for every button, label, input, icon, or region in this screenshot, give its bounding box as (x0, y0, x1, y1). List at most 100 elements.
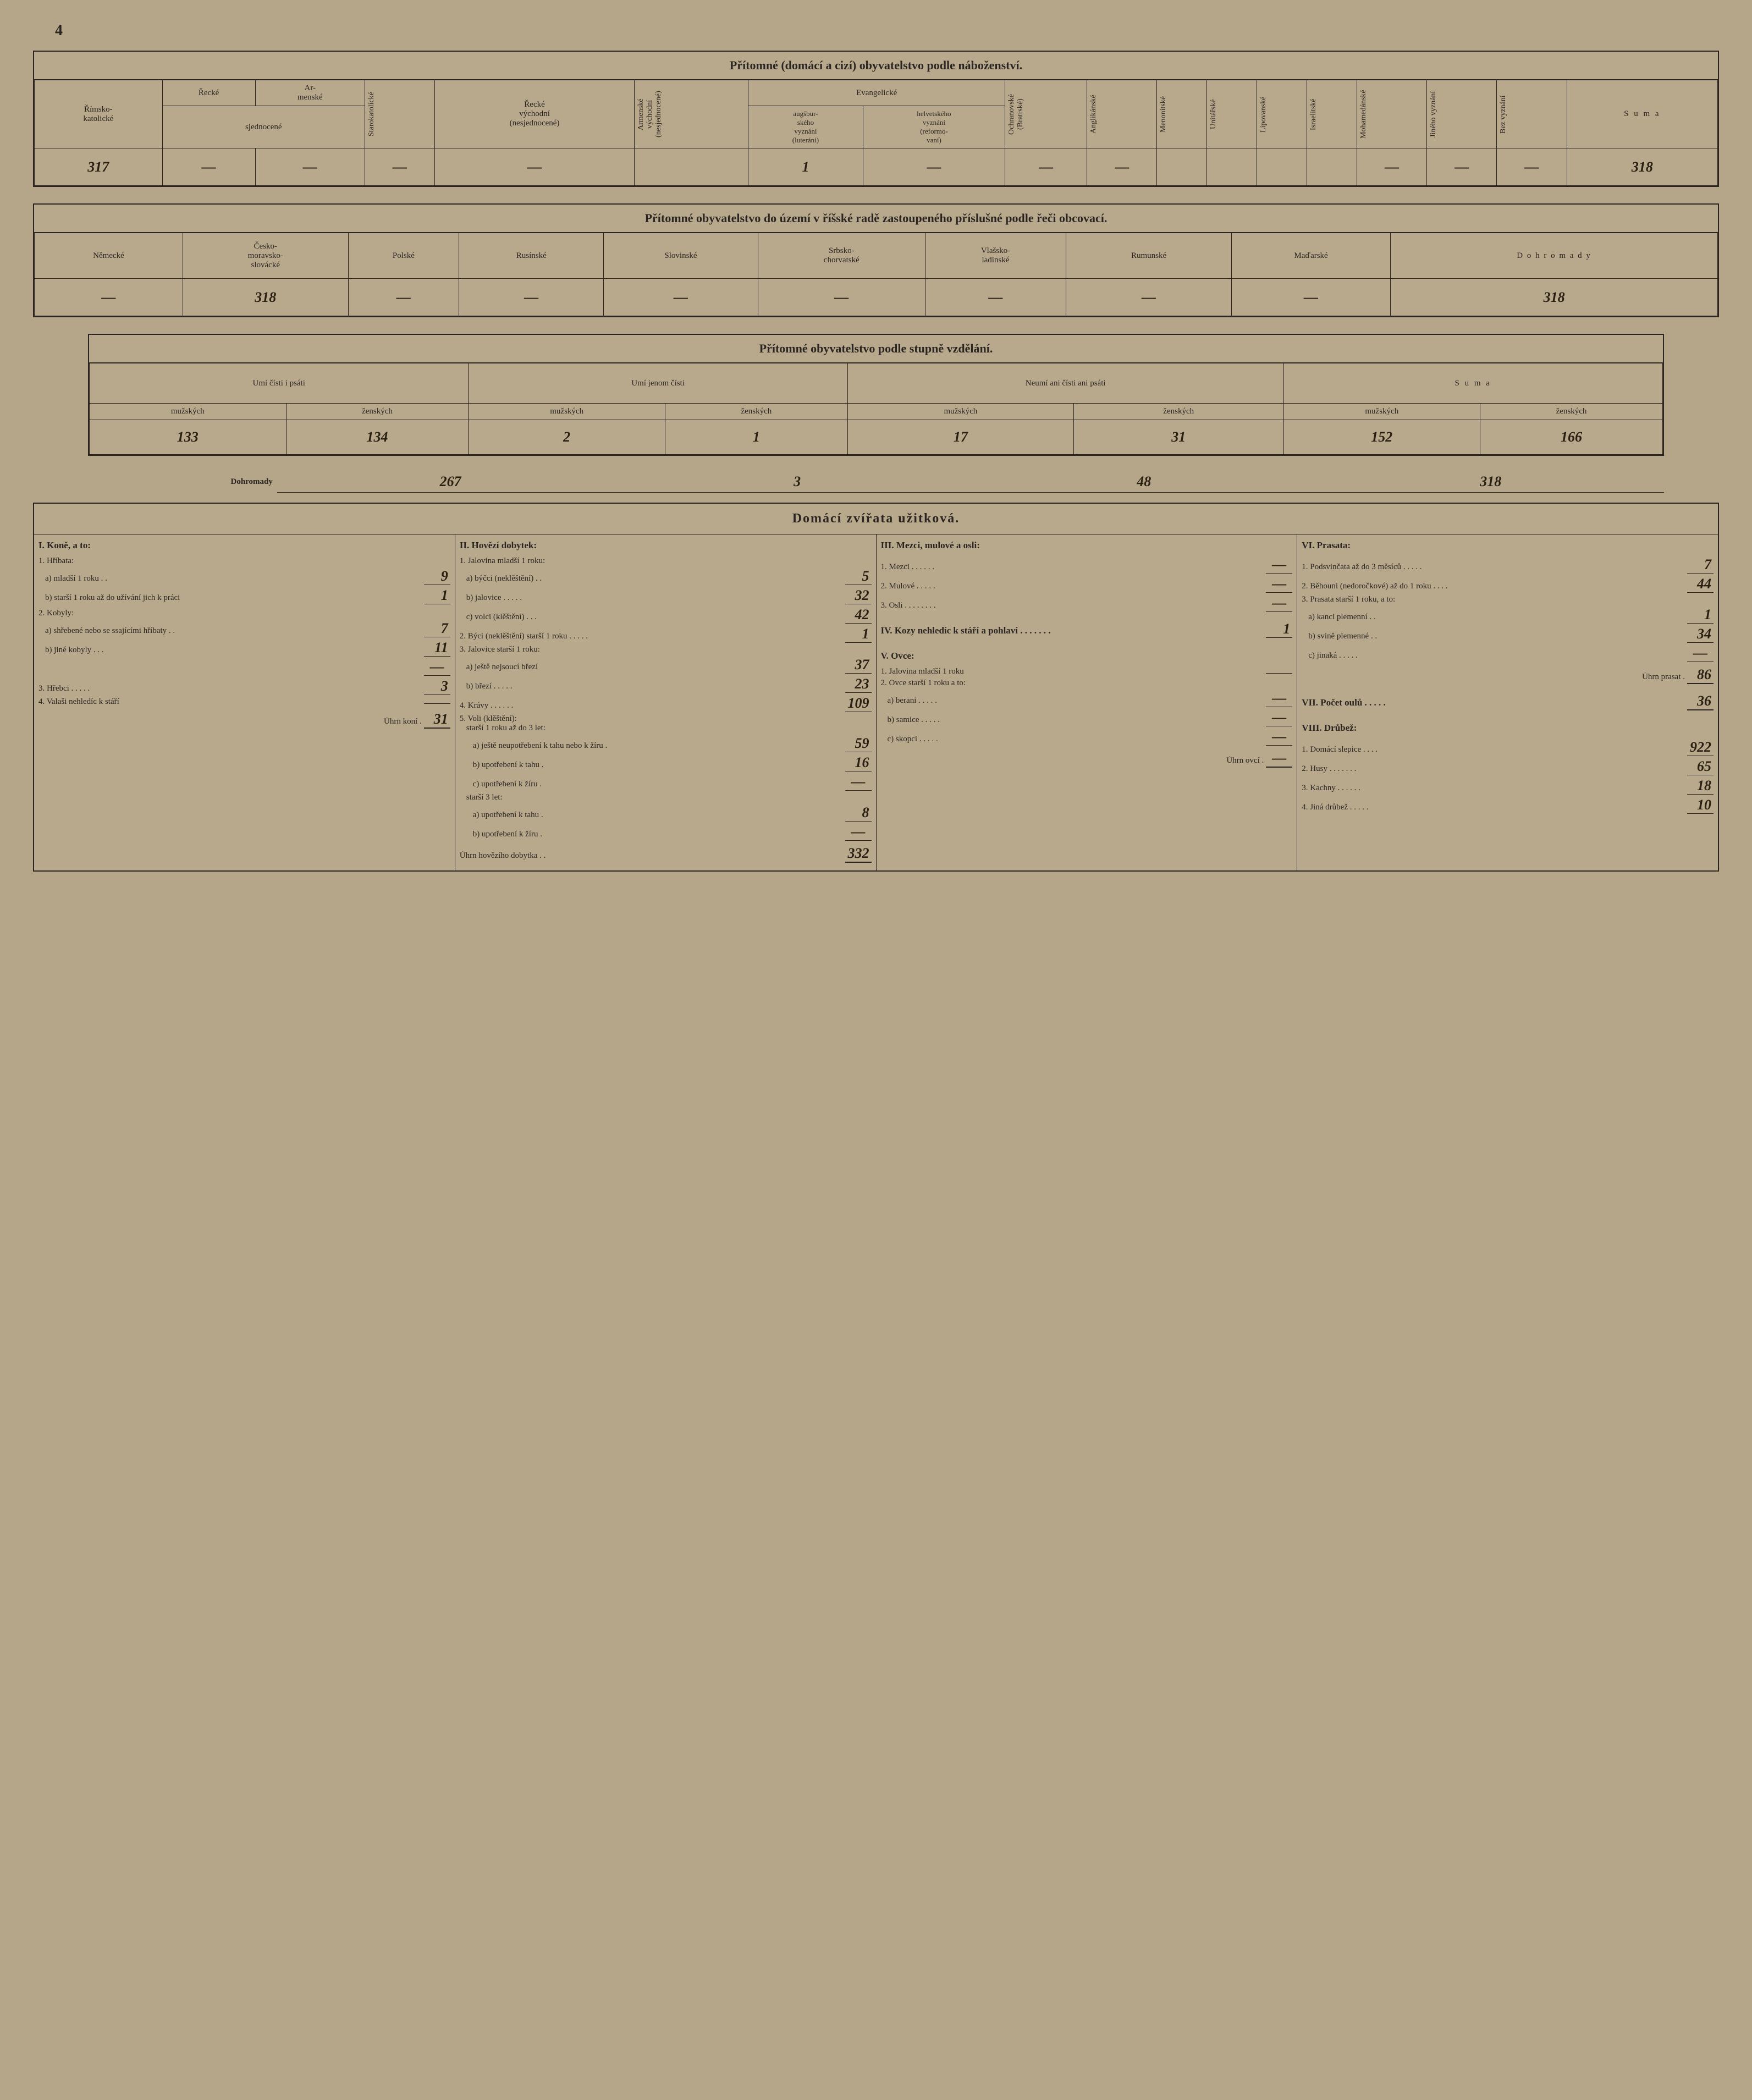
val-slepice: 922 (1687, 739, 1714, 756)
val-uhrn-koni: 31 (424, 711, 450, 729)
hdr-madarske: Maďarské (1231, 233, 1390, 279)
val-voli-e: — (845, 824, 872, 841)
hdr-drubez: VIII. Drůbež: (1302, 723, 1714, 734)
val-madarske: — (1231, 279, 1390, 316)
lbl-kobyly-b: b) jiné kobyly . . . (45, 646, 422, 655)
tot-s: 318 (1317, 471, 1664, 493)
val-n-m: 17 (847, 420, 1073, 455)
hdr-vlassko: Vlašsko- ladinské (925, 233, 1066, 279)
lbl-ovce-starsi: 2. Ovce starší 1 roku a to: (881, 679, 1293, 688)
hdr-s-m: mužských (1283, 404, 1480, 420)
lbl-osli: 3. Osli . . . . . . . . (881, 601, 1264, 610)
lbl-voli-c: c) upotřebení k žíru . (473, 780, 843, 789)
val-rimsko: 317 (35, 148, 163, 186)
val-bez: — (1497, 148, 1567, 186)
val-helvet: — (863, 148, 1005, 186)
lbl-kobyly: 2. Kobyly: (38, 609, 450, 618)
val-samice: — (1266, 709, 1292, 726)
col-hovezi: II. Hovězí dobytek: 1. Jalovina mladší 1… (455, 534, 877, 870)
val-recke-vych: — (435, 148, 635, 186)
val-podsvinc: 7 (1687, 556, 1714, 574)
education-title: Přítomné obyvatelstvo podle stupně vzděl… (89, 335, 1663, 363)
hdr-r-f: ženských (665, 404, 847, 420)
val-suma: 318 (1567, 148, 1717, 186)
hdr-suma: S u m a (1567, 80, 1717, 148)
val-augsburg: 1 (748, 148, 863, 186)
tot-r: 3 (624, 471, 971, 493)
hdr-polske: Polské (348, 233, 459, 279)
hdr-oulu: VII. Počet oulů . . . . . (1302, 697, 1685, 708)
val-rw-f: 134 (286, 420, 469, 455)
hdr-s: S u m a (1283, 363, 1662, 404)
val-dohromady: 318 (1391, 279, 1718, 316)
val-rumunske: — (1066, 279, 1232, 316)
hdr-hovezi: II. Hovězí dobytek: (460, 540, 872, 551)
lbl-ovce-jalovina: 1. Jalovina mladší 1 roku (881, 667, 1264, 676)
val-voli-a: 59 (845, 735, 872, 752)
lbl-mulove: 2. Mulové . . . . . (881, 582, 1264, 591)
val-lipovan (1257, 148, 1307, 186)
education-section: Přítomné obyvatelstvo podle stupně vzděl… (88, 334, 1664, 456)
tot-rw: 267 (277, 471, 624, 493)
val-s-f: 166 (1480, 420, 1663, 455)
hdr-mezci: III. Mezci, mulové a osli: (881, 540, 1293, 551)
lbl-uhrn-koni: Úhrn koní . (38, 717, 422, 726)
hdr-helvet: helvetského vyznání (reformo- vaní) (863, 106, 1005, 148)
hdr-recke-vych: Řecké východní (nesjednocené) (435, 80, 635, 148)
val-kozy: 1 (1266, 621, 1292, 638)
lbl-uhrn-prasat: Úhrn prasat . (1302, 673, 1685, 682)
page-number: 4 (33, 22, 1719, 40)
val-oulu: 36 (1687, 693, 1714, 710)
lbl-kanci: a) kanci plemenní . . (1308, 613, 1685, 622)
lbl-voli-st1: starší 1 roku až do 3 let: (460, 724, 872, 733)
hdr-armen-vych: Armenské východní (nesjednocené) (634, 80, 748, 148)
val-valasi (424, 703, 450, 704)
val-husy: 65 (1687, 758, 1714, 775)
val-mezci: — (1266, 556, 1292, 574)
val-mulove: — (1266, 576, 1292, 593)
language-section: Přítomné obyvatelstvo do území v říšské … (33, 203, 1719, 317)
lbl-jina: 4. Jiná drůbež . . . . . (1302, 803, 1685, 812)
hdr-cesko: Česko- moravsko- slovácké (183, 233, 348, 279)
lbl-jalovina-a: a) býčci (neklěštění) . . (466, 574, 843, 583)
val-byci: 1 (845, 626, 872, 643)
hdr-starokatol: Starokatolické (365, 80, 434, 148)
hdr-augsburg: augšbur- ského vyznání (luteráni) (748, 106, 863, 148)
hdr-kone: I. Koně, a to: (38, 540, 450, 551)
lbl-voli-a: a) ještě neupotřebení k tahu nebo k žíru… (473, 741, 843, 751)
hdr-ochranov: Ochranovské (Bratrské) (1005, 80, 1087, 148)
lbl-jalovice-a: a) ještě nejsoucí březí (466, 663, 843, 672)
val-n-f: 31 (1073, 420, 1283, 455)
val-mohamed: — (1357, 148, 1426, 186)
val-srbsko: — (758, 279, 925, 316)
lbl-voli: 5. Voli (klěštění): (460, 714, 872, 724)
val-ovce-jalovina (1266, 673, 1292, 674)
val-jineho: — (1427, 148, 1497, 186)
hdr-nemecke: Německé (35, 233, 183, 279)
hdr-rw: Umí čísti i psáti (90, 363, 469, 404)
hdr-jineho: Jiného vyznání (1427, 80, 1497, 148)
val-jalovina-a: 5 (845, 568, 872, 585)
val-hrebci: 3 (424, 678, 450, 695)
hdr-evangelicke: Evangelické (748, 80, 1005, 106)
val-skopci: — (1266, 729, 1292, 746)
lbl-mezci: 1. Mezci . . . . . . (881, 563, 1264, 572)
hdr-israel: Israelitské (1307, 80, 1357, 148)
hdr-armenske: Ar- menské (255, 80, 365, 106)
lbl-hribata-b: b) starší 1 roku až do užívání jich k pr… (45, 593, 422, 603)
val-uhrn-ovci: — (1266, 750, 1292, 768)
hdr-anglikan: Anglikánské (1087, 80, 1157, 148)
val-armen-vych (634, 148, 748, 186)
hdr-rimsko: Římsko- katolické (35, 80, 163, 148)
val-uhrn-prasat: 86 (1687, 666, 1714, 684)
lbl-voli-e: b) upotřebení k žíru . (473, 830, 843, 839)
lbl-byci: 2. Býci (neklěštění) starší 1 roku . . .… (460, 632, 843, 641)
religion-title: Přítomné (domácí a cizí) obyvatelstvo po… (34, 52, 1718, 80)
hdr-unitar: Unitářské (1207, 80, 1257, 148)
hdr-kozy: IV. Kozy nehledíc k stáří a pohlaví . . … (881, 625, 1264, 636)
hdr-n-m: mužských (847, 404, 1073, 420)
val-kobyly-blank: — (424, 659, 450, 676)
tot-n: 48 (971, 471, 1318, 493)
hdr-ovce: V. Ovce: (881, 651, 1293, 662)
val-voli-b: 16 (845, 754, 872, 771)
